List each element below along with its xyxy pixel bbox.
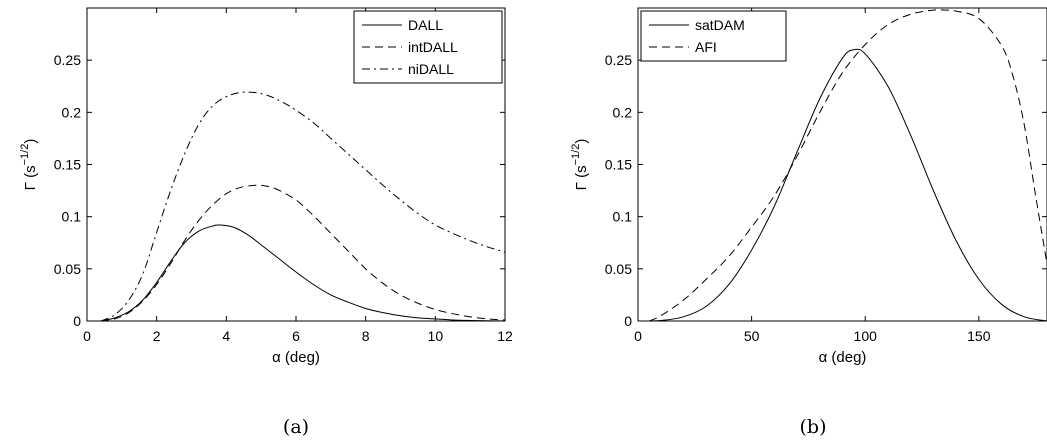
y-axis-label-main: Γ (s xyxy=(573,165,590,190)
series-line-satDAM xyxy=(638,48,1047,321)
y-axis-label-main: Γ (s xyxy=(22,165,39,190)
y-tick-label: 0.1 xyxy=(613,209,633,225)
y-tick-label: 0.15 xyxy=(54,157,81,173)
x-tick-label: 150 xyxy=(967,328,991,344)
x-tick-label: 100 xyxy=(854,328,878,344)
y-tick-label: 0.2 xyxy=(62,104,82,120)
x-axis-label: α (deg) xyxy=(819,349,867,366)
panel-caption: (a) xyxy=(283,416,309,438)
y-tick-label: 0.1 xyxy=(62,209,82,225)
series-line-DALL xyxy=(100,224,505,321)
legend-label-niDALL: niDALL xyxy=(408,61,454,77)
series-group xyxy=(100,91,505,321)
panel-caption: (b) xyxy=(800,416,827,438)
legend-box xyxy=(353,10,503,84)
y-axis-label-superscript: −1/2 xyxy=(19,144,31,166)
x-tick-label: 0 xyxy=(634,328,642,344)
chart-panel-2: 0 50 100 150 0 0.05 0.1 0.15 0.2 0.25 α (deg) Γ (s−… xyxy=(570,7,1047,438)
y-axis-label: Γ (s−1/2) xyxy=(19,139,39,191)
legend-label-DALL: DALL xyxy=(408,17,443,33)
y-tick-label: 0.05 xyxy=(605,261,632,277)
y-tick-label: 0 xyxy=(73,313,81,329)
legend-label-intDALL: intDALL xyxy=(408,39,458,55)
y-axis-label-superscript: −1/2 xyxy=(570,144,582,166)
y-tick-label: 0 xyxy=(624,313,632,329)
series-line-intDALL xyxy=(100,184,505,321)
x-tick-label: 8 xyxy=(362,328,370,344)
y-tick-label: 0.05 xyxy=(54,261,81,277)
x-tick-label: 50 xyxy=(744,328,760,344)
y-tick-label: 0.2 xyxy=(613,104,633,120)
y-tick-label: 0.25 xyxy=(605,52,632,68)
y-tick-label: 0.15 xyxy=(605,157,632,173)
y-axis-label-end: ) xyxy=(573,139,590,144)
series-group xyxy=(638,9,1047,321)
x-tick-label: 6 xyxy=(292,328,300,344)
x-tick-label: 2 xyxy=(153,328,161,344)
legend-label-AFI: AFI xyxy=(695,39,717,55)
legend: satDAM AFI xyxy=(640,10,787,62)
x-tick-label: 0 xyxy=(83,328,91,344)
chart-panel-1: 0 2 4 6 8 10 12 0 0.05 0.1 0.15 0.2 0.25 α (deg) Γ (s−… xyxy=(19,7,513,438)
y-axis-label-end: ) xyxy=(22,139,39,144)
x-tick-label: 4 xyxy=(222,328,230,344)
y-tick-label: 0.25 xyxy=(54,52,81,68)
x-tick-label: 10 xyxy=(428,328,444,344)
x-axis-label: α (deg) xyxy=(272,349,320,366)
y-axis-label: Γ (s−1/2) xyxy=(570,139,590,191)
series-line-AFI xyxy=(649,9,1047,321)
series-line-niDALL xyxy=(100,91,505,321)
x-tick-label: 12 xyxy=(497,328,513,344)
legend-label-satDAM: satDAM xyxy=(695,17,745,33)
legend-box xyxy=(640,10,787,62)
legend: DALL intDALL niDALL xyxy=(353,10,503,84)
